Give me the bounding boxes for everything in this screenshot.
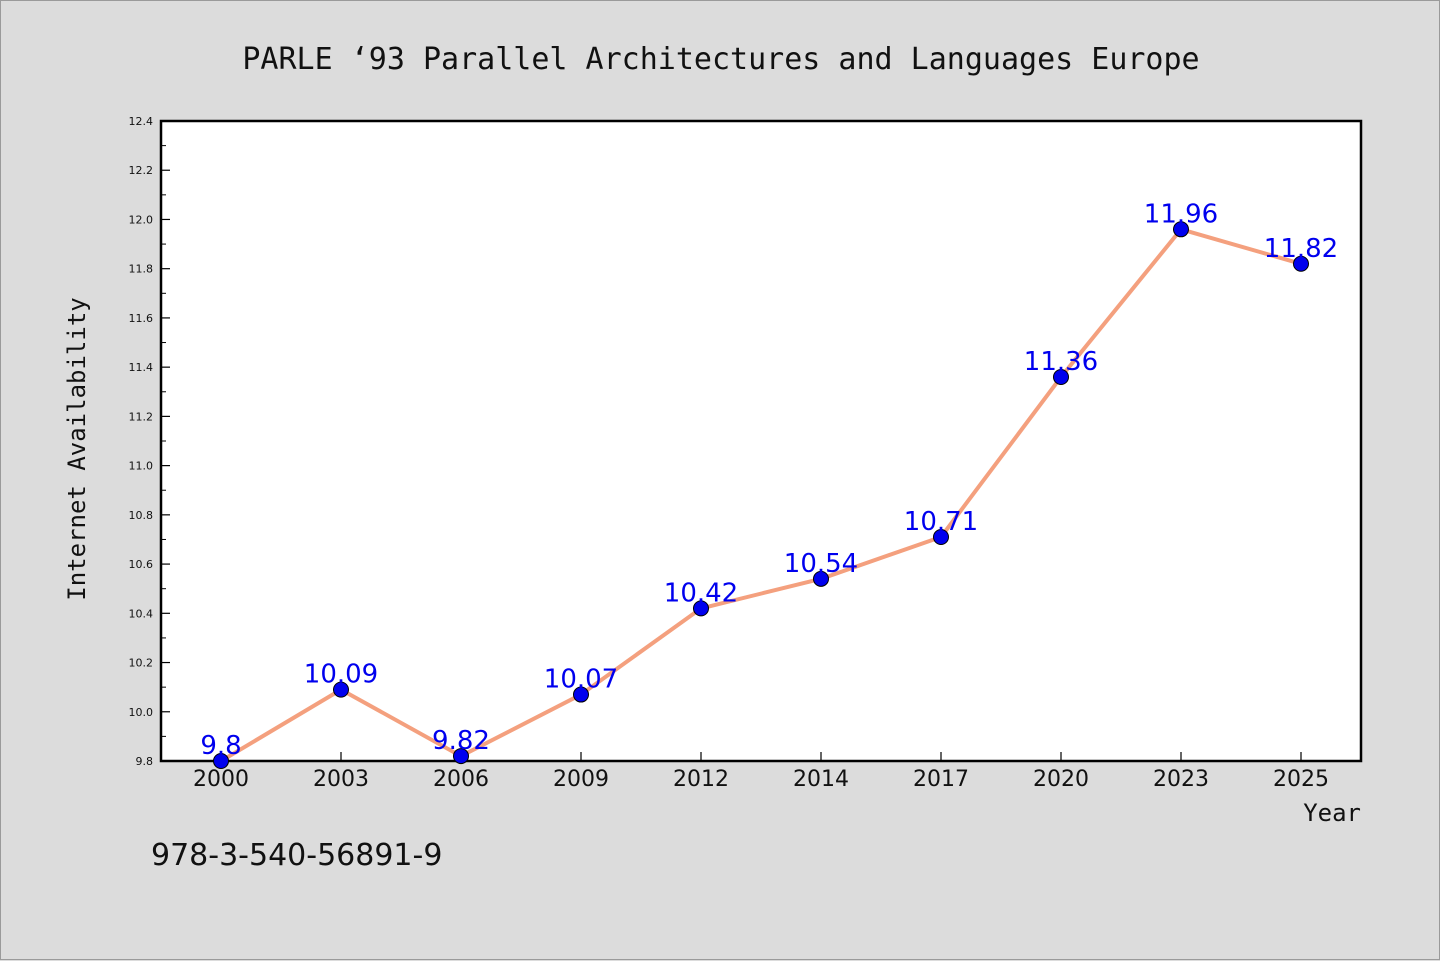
y-tick-label: 11.2 bbox=[129, 410, 154, 423]
x-axis-label: Year bbox=[1303, 799, 1361, 827]
data-point bbox=[453, 748, 469, 765]
data-label: 11.36 bbox=[1024, 347, 1098, 377]
data-label: 11.82 bbox=[1264, 234, 1338, 264]
data-label: 10.54 bbox=[784, 549, 858, 579]
data-label: 9.82 bbox=[432, 726, 490, 756]
y-axis: 9.8 10.0 10.2 10.4 10.6 10.8 11.0 11.2 11.4 11.6 1… bbox=[129, 115, 170, 768]
y-tick-label: 12.2 bbox=[129, 164, 154, 177]
data-point bbox=[213, 753, 229, 769]
series-line bbox=[219, 227, 1303, 763]
data-point bbox=[933, 529, 949, 545]
y-tick-label: 11.4 bbox=[129, 361, 154, 374]
data-label: 10.09 bbox=[304, 660, 378, 690]
y-tick-label: 11.0 bbox=[129, 460, 154, 473]
y-tick-label: 10.0 bbox=[129, 706, 154, 719]
data-label: 11.96 bbox=[1144, 199, 1218, 229]
y-tick-label: 12.4 bbox=[129, 115, 154, 128]
data-label: 10.42 bbox=[664, 578, 738, 608]
x-tick-label: 2025 bbox=[1273, 767, 1329, 792]
data-point bbox=[1053, 369, 1069, 385]
x-tick-label: 2006 bbox=[433, 767, 489, 792]
data-label: 10.71 bbox=[904, 507, 978, 537]
data-point bbox=[1293, 255, 1309, 272]
series-layer: 9.8 10.09 9.82 10.07 10.42 10.54 10.71 11.36 11.… bbox=[200, 199, 1338, 769]
y-tick-label: 10.8 bbox=[129, 509, 154, 522]
y-axis-label: Internet Availability bbox=[63, 297, 91, 600]
plot-area bbox=[159, 119, 1363, 763]
data-point bbox=[333, 681, 349, 698]
data-point bbox=[813, 570, 829, 587]
x-tick-label: 2003 bbox=[313, 767, 369, 792]
x-tick-label: 2012 bbox=[673, 767, 729, 792]
data-label: 9.8 bbox=[200, 731, 241, 761]
y-tick-label: 11.8 bbox=[129, 263, 154, 276]
y-tick-label: 10.2 bbox=[129, 657, 154, 670]
y-tick-label: 10.6 bbox=[129, 558, 154, 571]
y-tick-label: 11.6 bbox=[129, 312, 154, 325]
isbn-text: 978-3-540-56891-9 bbox=[151, 838, 442, 873]
x-tick-label: 2009 bbox=[553, 767, 609, 792]
y-tick-label: 10.4 bbox=[129, 607, 154, 620]
x-tick-label: 2020 bbox=[1033, 767, 1089, 792]
x-tick-label: 2023 bbox=[1153, 767, 1209, 792]
y-tick-label: 12.0 bbox=[129, 213, 154, 226]
x-axis: 2000 2003 2006 2009 2012 2014 2017 2020 2023 2025 bbox=[193, 752, 1329, 792]
data-point bbox=[1173, 221, 1189, 238]
data-point bbox=[693, 600, 709, 617]
x-tick-label: 2014 bbox=[793, 767, 849, 792]
data-point bbox=[573, 686, 589, 703]
chart-title: PARLE ‘93 Parallel Architectures and Lan… bbox=[242, 42, 1199, 77]
data-label: 10.07 bbox=[544, 665, 618, 695]
x-tick-label: 2017 bbox=[913, 767, 969, 792]
y-tick-label: 9.8 bbox=[136, 755, 154, 768]
x-tick-label: 2000 bbox=[193, 767, 249, 792]
